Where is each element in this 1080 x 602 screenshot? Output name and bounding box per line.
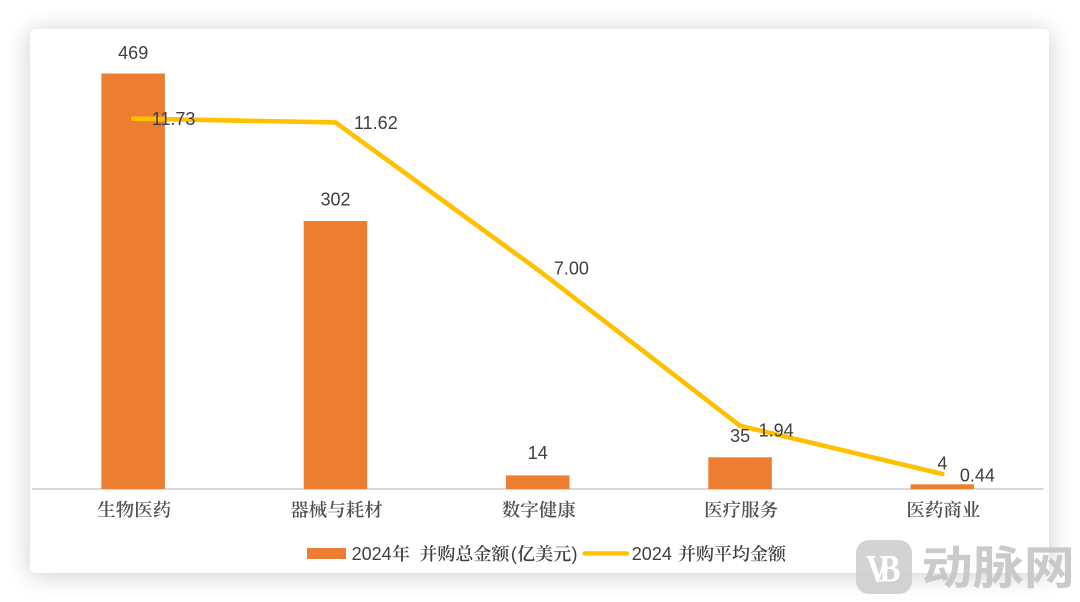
- svg-text:2024: 2024: [632, 544, 672, 564]
- svg-text:4: 4: [937, 453, 947, 473]
- svg-text:7.00: 7.00: [554, 259, 589, 279]
- svg-text:11.73: 11.73: [152, 109, 196, 129]
- svg-text:V: V: [866, 547, 889, 591]
- svg-text:11.62: 11.62: [354, 113, 398, 133]
- svg-text:2024: 2024: [352, 544, 392, 564]
- svg-text:(: (: [511, 544, 517, 564]
- svg-text:0.44: 0.44: [960, 466, 995, 486]
- svg-text:): ): [572, 544, 578, 564]
- svg-text:302: 302: [320, 190, 350, 210]
- svg-text:469: 469: [118, 43, 148, 63]
- svg-text:14: 14: [528, 443, 548, 463]
- svg-text:35: 35: [730, 426, 750, 446]
- svg-text:B: B: [879, 547, 900, 591]
- svg-text:1.94: 1.94: [759, 421, 794, 441]
